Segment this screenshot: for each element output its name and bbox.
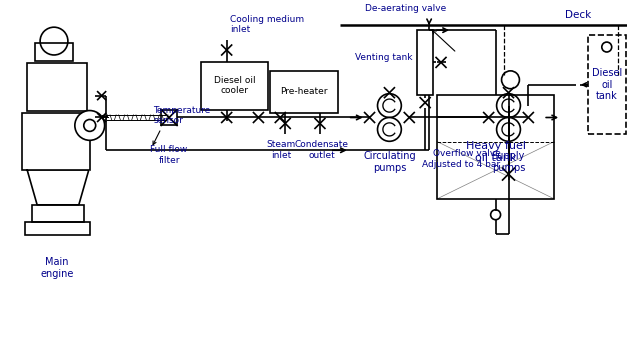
Text: Main
engine: Main engine [40,257,74,279]
Text: Supply
pumps: Supply pumps [492,151,525,173]
Circle shape [497,118,520,141]
Bar [27,63,87,111]
Circle shape [84,119,96,131]
Polygon shape [27,170,89,205]
Text: Steam
inlet: Steam inlet [267,140,296,160]
Bar [417,30,433,95]
Bar [588,35,626,134]
Text: Cooling medium
inlet: Cooling medium inlet [230,15,304,34]
Circle shape [377,94,401,118]
Circle shape [377,118,401,141]
Bar [201,62,269,110]
Text: Deck: Deck [565,10,591,20]
Circle shape [491,210,501,220]
Text: De-aerating valve: De-aerating valve [365,4,446,13]
Bar [22,112,90,170]
Text: Condensate
outlet: Condensate outlet [295,140,349,160]
Bar [270,71,338,112]
Text: Pre-heater: Pre-heater [281,87,328,96]
Text: Full flow
filter: Full flow filter [150,145,187,165]
Bar [25,222,90,234]
Bar [35,43,73,61]
Circle shape [40,27,68,55]
Bar [437,95,554,199]
Text: Diesel
oil
tank: Diesel oil tank [592,68,622,101]
Circle shape [501,71,520,89]
Text: Venting tank: Venting tank [355,53,412,62]
Bar [161,110,177,126]
Text: Heavy fuel
oil tank: Heavy fuel oil tank [465,141,526,163]
Circle shape [602,42,612,52]
Circle shape [497,94,520,118]
Text: Circulating
pumps: Circulating pumps [363,151,416,173]
Bar [32,205,84,222]
Text: Diesel oil
cooler: Diesel oil cooler [214,76,255,95]
Circle shape [75,111,104,140]
Text: Temperature
sensor: Temperature sensor [153,106,211,126]
Text: Overflow valve
Adjusted to 4 bar: Overflow valve Adjusted to 4 bar [423,149,501,169]
